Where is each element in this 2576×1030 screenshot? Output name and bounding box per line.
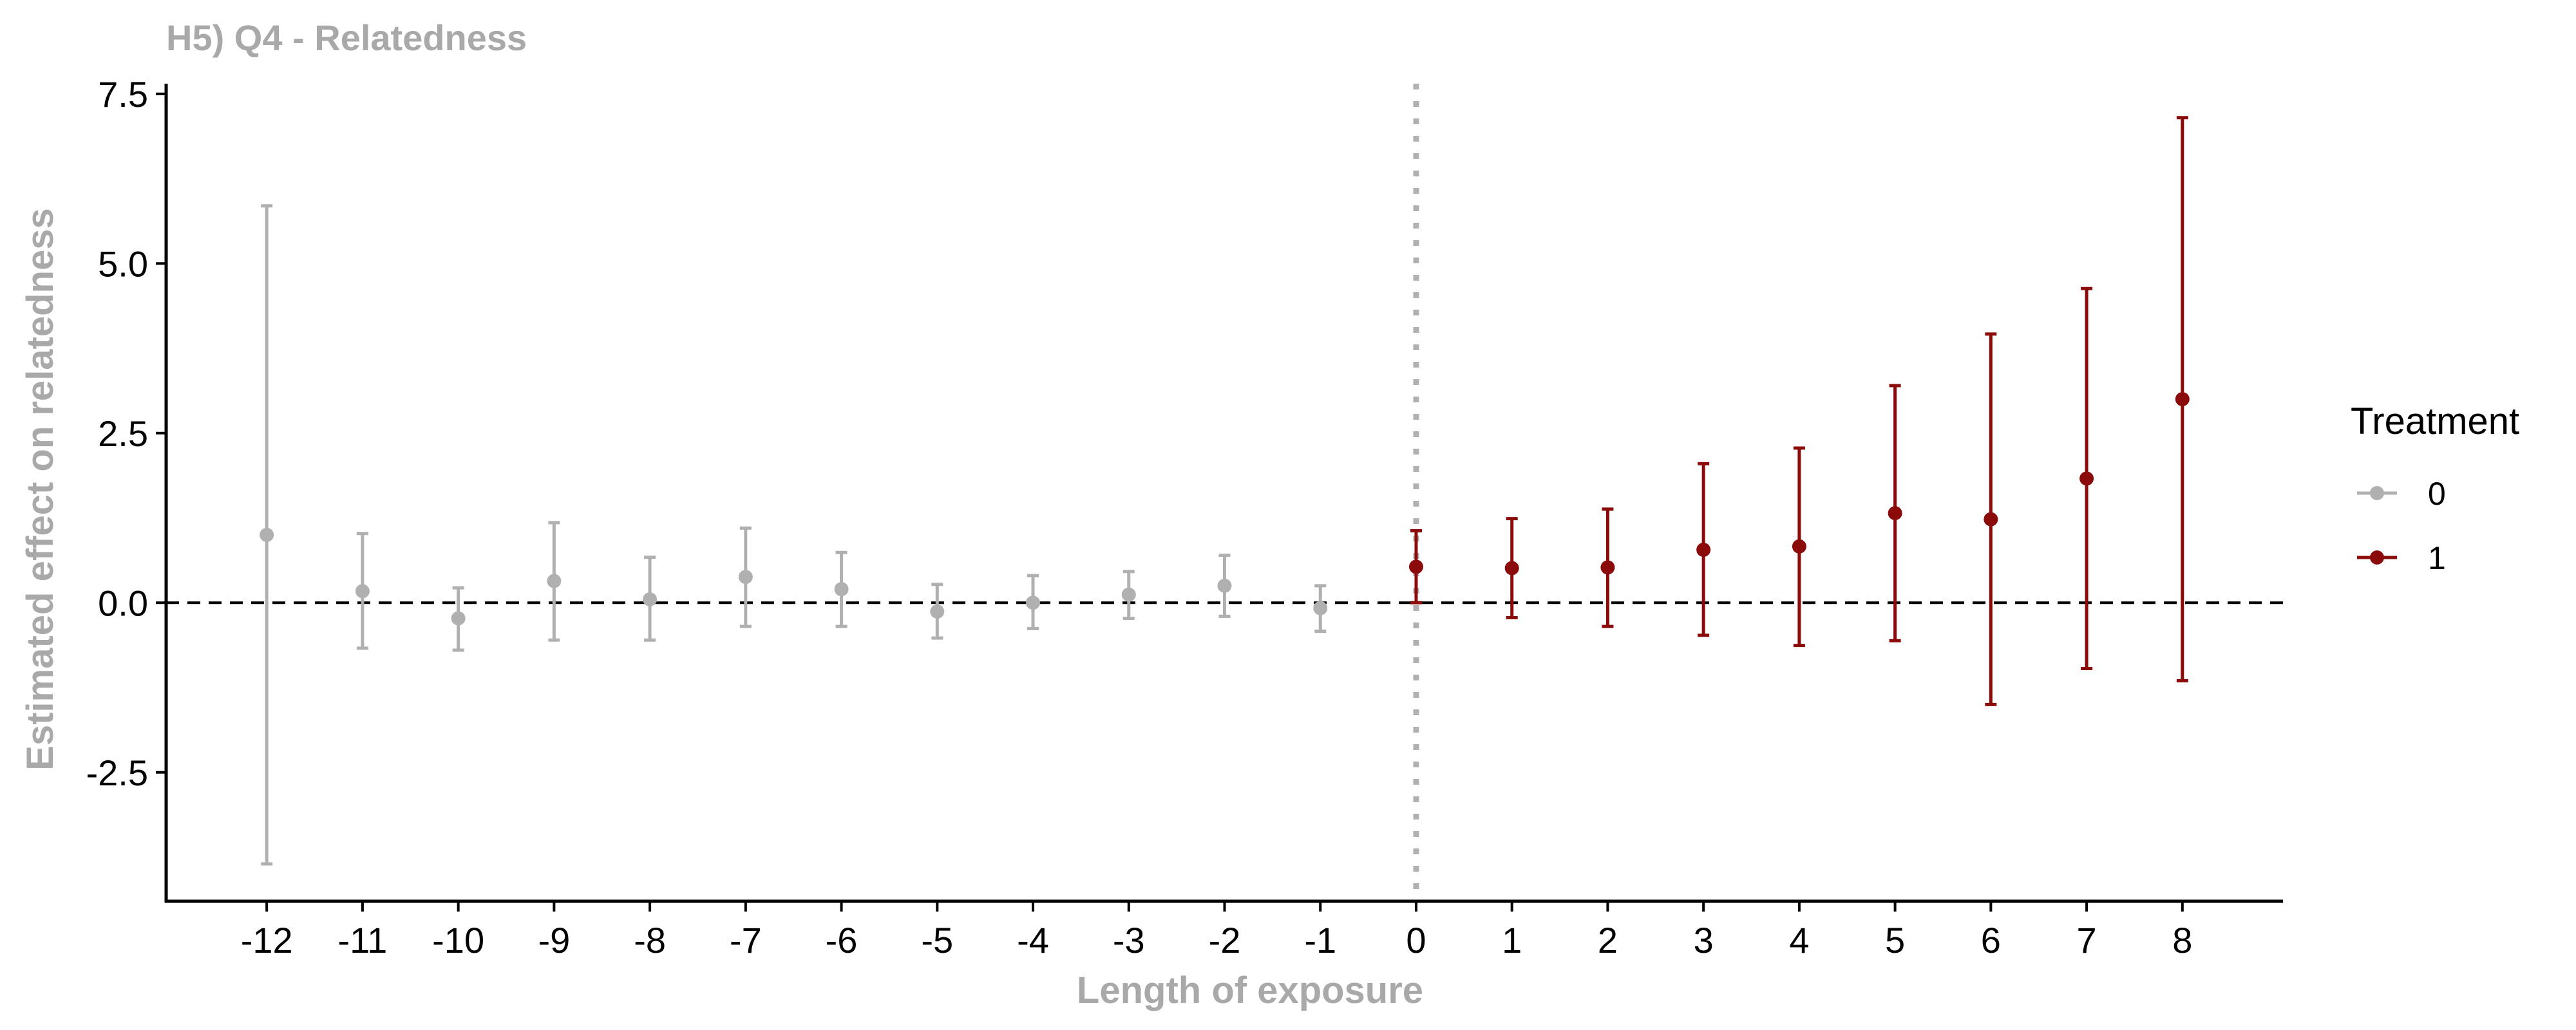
legend-key-point [2370, 550, 2384, 565]
x-tick-label: -11 [338, 920, 388, 960]
data-point [643, 592, 658, 606]
data-point [2175, 392, 2190, 407]
x-tick-label: 6 [1981, 920, 2001, 960]
data-point [1792, 539, 1806, 554]
data-point [1026, 595, 1041, 610]
data-point [355, 584, 370, 599]
series-1 [1408, 116, 2190, 706]
x-tick-label: 4 [1789, 920, 1809, 960]
x-tick-label: -12 [241, 920, 293, 960]
y-tick-label: 2.5 [98, 413, 148, 454]
x-tick-label: -1 [1304, 920, 1336, 960]
y-tick-label: 7.5 [98, 74, 148, 115]
x-tick-label: -9 [538, 920, 570, 960]
x-tick-label: 2 [1598, 920, 1618, 960]
x-axis-ticks: -12 -11 -10 -9 -8 -7 -6 -5 -4 -3 -2 -1 0 1 2 3 4 5 6 7 8 [241, 901, 2192, 960]
x-tick-label: -4 [1017, 920, 1049, 960]
data-point [547, 574, 562, 588]
legend-label: 0 [2428, 476, 2446, 512]
x-tick-label: 1 [1502, 920, 1522, 960]
data-point [1696, 543, 1711, 557]
data-point [1600, 560, 1615, 575]
x-tick-label: -7 [730, 920, 762, 960]
y-tick-label: -2.5 [86, 753, 149, 793]
data-point [1504, 561, 1519, 576]
reference-lines [166, 84, 2283, 901]
legend-item-0: 0 [2357, 476, 2446, 512]
x-tick-label: -10 [432, 920, 484, 960]
data-point [260, 527, 274, 542]
x-tick-label: -3 [1113, 920, 1145, 960]
x-tick-label: -6 [826, 920, 858, 960]
x-tick-label: -2 [1209, 920, 1241, 960]
legend-label: 1 [2428, 540, 2446, 576]
x-axis-title: Length of exposure [1077, 969, 1423, 1011]
legend: Treatment 0 1 [2351, 400, 2519, 576]
x-tick-label: 7 [2077, 920, 2097, 960]
y-axis-title: Estimated effect on relatedness [19, 208, 61, 771]
data-point [834, 582, 849, 597]
data-point [1313, 601, 1328, 615]
x-tick-label: 5 [1885, 920, 1905, 960]
x-tick-label: -8 [634, 920, 666, 960]
axes [164, 84, 2283, 903]
data-series [260, 116, 2190, 866]
y-tick-label: 5.0 [98, 243, 148, 284]
legend-key-point [2370, 486, 2384, 500]
data-point [1217, 578, 1232, 593]
x-tick-label: 8 [2172, 920, 2192, 960]
chart-title: H5) Q4 - Relatedness [166, 17, 527, 58]
x-tick-label: -5 [921, 920, 953, 960]
data-point [1408, 559, 1423, 574]
y-tick-label: 0.0 [98, 583, 148, 623]
data-point [1121, 587, 1136, 602]
legend-item-1: 1 [2357, 540, 2446, 576]
y-axis-ticks: -2.5 0.0 2.5 5.0 7.5 [86, 74, 166, 793]
data-point [2079, 471, 2094, 486]
data-point [451, 611, 466, 626]
data-point [1984, 512, 1998, 527]
legend-title: Treatment [2351, 400, 2519, 442]
data-point [738, 570, 753, 585]
data-point [1888, 506, 1902, 521]
x-tick-label: 3 [1694, 920, 1714, 960]
x-tick-label: 0 [1406, 920, 1426, 960]
data-point [930, 604, 945, 619]
series-0 [260, 204, 1328, 866]
